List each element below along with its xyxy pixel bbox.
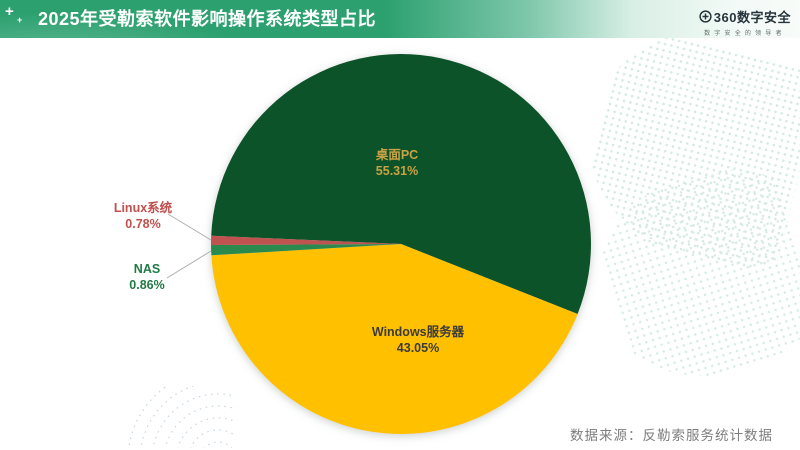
leader-line-nas xyxy=(166,250,212,279)
slice-name: Linux系统 xyxy=(113,201,173,215)
brand-tagline: 数字安全的领导者 xyxy=(704,31,786,37)
header-bar: + + 2025年受勒索软件影响操作系统类型占比 xyxy=(0,0,800,38)
plus-icon: + + xyxy=(5,3,23,25)
slice-name: NAS xyxy=(133,262,161,276)
slice-percent: 0.78% xyxy=(125,217,161,231)
pie-slice-nas xyxy=(211,244,401,256)
slice-percent: 0.86% xyxy=(129,278,165,292)
pie-slice-linux xyxy=(210,235,401,246)
slice-label-desktop-pc: 桌面PC 55.31% xyxy=(327,147,467,179)
slice-percent: 43.05% xyxy=(396,341,440,355)
leader-line-linux xyxy=(167,213,212,241)
pie-slice-windows-server xyxy=(211,244,578,434)
brand-logo: 360数字安全 数字安全的领导者 xyxy=(699,7,791,37)
pie-slice-desktop-pc xyxy=(211,54,591,314)
slice-percent: 55.31% xyxy=(375,164,419,178)
dot-arcs-bottom-left xyxy=(128,386,235,448)
brand-name: 360数字安全 xyxy=(713,10,791,25)
slice-label-linux: Linux系统 0.78% xyxy=(83,200,203,232)
slice-label-windows-server: Windows服务器 43.05% xyxy=(338,324,498,356)
data-source-note: 数据来源：反勒索服务统计数据 xyxy=(570,428,773,443)
slice-name: Windows服务器 xyxy=(371,325,465,339)
slice-label-nas: NAS 0.86% xyxy=(85,261,209,293)
page-title: 2025年受勒索软件影响操作系统类型占比 xyxy=(38,9,377,29)
circled-plus-icon xyxy=(699,10,712,23)
slice-name: 桌面PC xyxy=(375,148,419,162)
